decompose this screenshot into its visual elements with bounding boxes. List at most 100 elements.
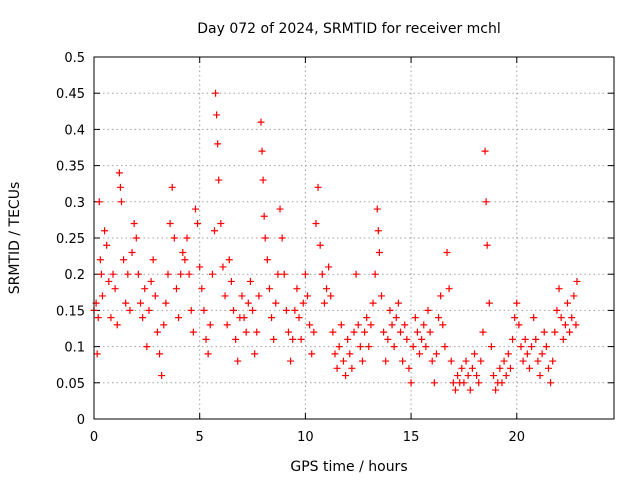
data-point	[566, 328, 574, 336]
data-point	[94, 314, 102, 322]
data-point	[234, 357, 242, 365]
data-point	[204, 350, 212, 358]
data-point	[523, 350, 531, 358]
data-point	[551, 328, 559, 336]
data-point	[342, 372, 350, 380]
data-point	[470, 350, 478, 358]
data-point	[475, 379, 483, 387]
data-point	[257, 118, 265, 126]
data-point	[333, 364, 341, 372]
data-point	[149, 256, 157, 264]
data-point	[445, 285, 453, 293]
data-point	[369, 299, 377, 307]
data-point	[238, 292, 246, 300]
data-point	[217, 220, 225, 228]
data-point	[177, 270, 185, 278]
data-point	[153, 328, 161, 336]
data-point	[116, 183, 124, 191]
data-point	[314, 183, 322, 191]
data-point	[337, 321, 345, 329]
data-point	[477, 357, 485, 365]
data-point	[464, 372, 472, 380]
x-tick-label: 15	[403, 430, 420, 445]
data-point	[268, 314, 276, 322]
data-point	[367, 321, 375, 329]
data-point	[490, 372, 498, 380]
data-point	[206, 321, 214, 329]
data-point	[225, 256, 233, 264]
data-point	[200, 306, 208, 314]
y-tick-label: 0.25	[56, 232, 85, 247]
data-point	[93, 350, 101, 358]
data-point	[352, 270, 360, 278]
data-point	[293, 285, 301, 293]
data-point	[191, 205, 199, 213]
data-point	[430, 379, 438, 387]
data-point	[553, 306, 561, 314]
data-point	[223, 321, 231, 329]
data-point	[568, 314, 576, 322]
data-point	[230, 306, 238, 314]
data-point	[145, 306, 153, 314]
data-point	[310, 328, 318, 336]
data-point	[97, 270, 105, 278]
data-point	[215, 176, 223, 184]
data-point	[374, 227, 382, 235]
data-point	[301, 270, 309, 278]
data-point	[441, 343, 449, 351]
data-point	[570, 292, 578, 300]
data-point	[481, 147, 489, 155]
data-point	[443, 248, 451, 256]
data-point	[166, 220, 174, 228]
data-point	[358, 357, 366, 365]
y-tick-label: 0.2	[64, 268, 85, 283]
data-point	[549, 357, 557, 365]
data-point	[361, 328, 369, 336]
data-point	[380, 328, 388, 336]
data-point	[276, 205, 284, 213]
data-point	[561, 321, 569, 329]
data-point	[189, 328, 197, 336]
data-point	[242, 328, 250, 336]
data-point	[451, 386, 459, 394]
data-point	[183, 234, 191, 242]
data-point	[466, 386, 474, 394]
data-point	[312, 220, 320, 228]
data-point	[134, 270, 142, 278]
data-point	[498, 379, 506, 387]
data-point	[306, 321, 314, 329]
data-point	[126, 306, 134, 314]
data-point	[120, 256, 128, 264]
data-point	[350, 328, 358, 336]
data-point	[506, 364, 514, 372]
data-point	[232, 335, 240, 343]
y-tick-label: 0.4	[64, 123, 85, 138]
data-point	[253, 328, 261, 336]
data-point	[388, 321, 396, 329]
data-point	[280, 270, 288, 278]
x-tick-label: 20	[508, 430, 525, 445]
data-point	[122, 299, 130, 307]
y-tick-label: 0.05	[56, 377, 85, 392]
data-point	[282, 306, 290, 314]
data-point	[101, 227, 109, 235]
data-point	[447, 357, 455, 365]
data-point	[449, 379, 457, 387]
data-point	[117, 198, 125, 206]
data-point	[265, 285, 273, 293]
data-point	[227, 277, 235, 285]
data-point	[346, 350, 354, 358]
data-point	[473, 372, 481, 380]
data-point	[164, 270, 172, 278]
plot-frame	[93, 56, 615, 420]
data-point	[327, 292, 335, 300]
data-point	[295, 314, 303, 322]
data-point	[373, 205, 381, 213]
data-point	[128, 248, 136, 256]
data-point	[212, 89, 220, 97]
data-point	[407, 379, 415, 387]
data-point	[168, 183, 176, 191]
data-point	[382, 357, 390, 365]
